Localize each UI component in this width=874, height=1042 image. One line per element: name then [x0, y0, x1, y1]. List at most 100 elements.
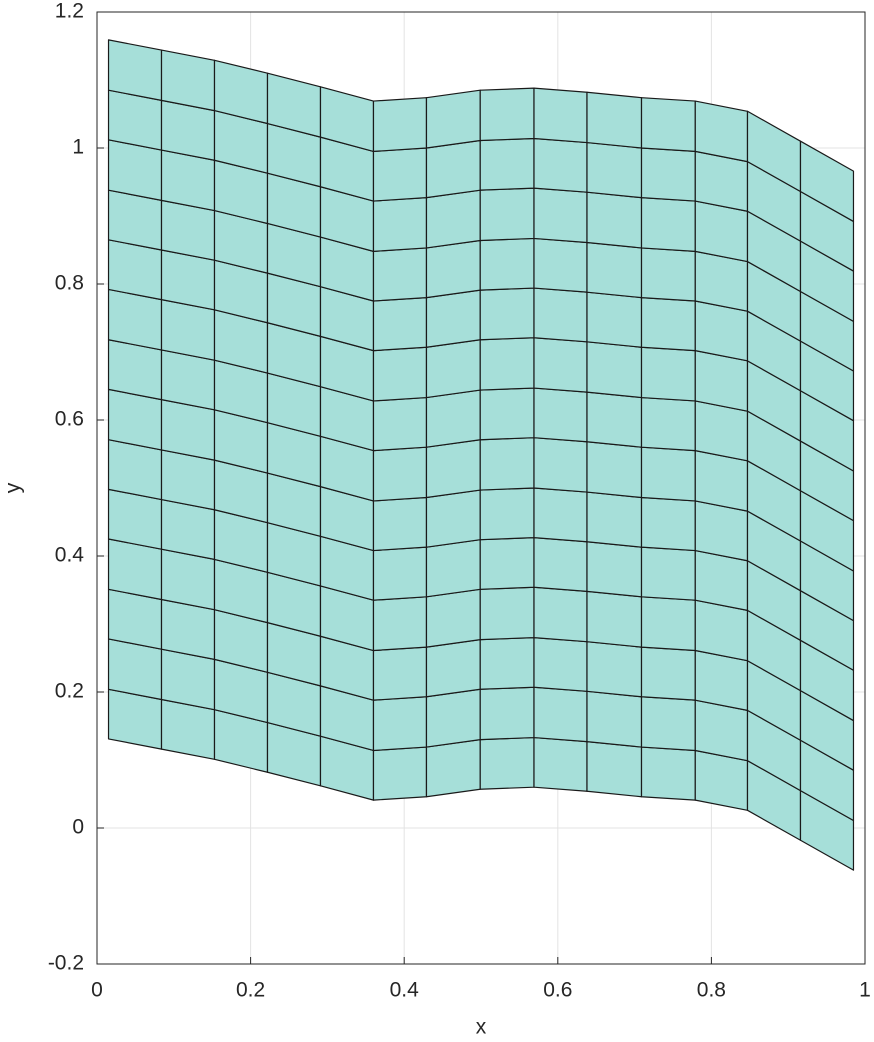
mesh-cell — [425, 738, 481, 798]
mesh-cell — [586, 191, 643, 249]
y-axis-label: y — [2, 482, 25, 493]
mesh-cell — [799, 140, 855, 223]
mesh-cell — [479, 287, 535, 341]
mesh-cell — [372, 247, 428, 302]
mesh-cell — [425, 639, 481, 698]
mesh-cell — [160, 49, 216, 112]
mesh-cell — [640, 147, 696, 202]
mesh-cell — [425, 339, 481, 399]
y-tick-label: 0 — [72, 816, 84, 839]
x-tick-label: 0 — [91, 979, 103, 1002]
mesh-cell — [586, 91, 643, 149]
mesh-cell — [586, 741, 643, 798]
mesh-cell — [586, 391, 643, 448]
mesh-cell — [425, 239, 481, 299]
mesh-cell — [586, 541, 643, 598]
mesh-cell — [479, 237, 535, 291]
mesh-cell — [586, 291, 643, 348]
y-tick-label: 1 — [72, 136, 84, 159]
mesh-cell — [640, 297, 696, 352]
mesh-cell — [640, 97, 696, 152]
mesh-cell — [533, 137, 588, 193]
mesh-cell — [640, 346, 696, 402]
mesh-cell — [640, 596, 696, 652]
mesh-cell — [425, 289, 481, 348]
mesh-cell — [586, 241, 643, 299]
mesh-cell — [479, 337, 535, 391]
y-tick-label: -0.2 — [48, 952, 84, 975]
mesh-cell — [107, 39, 163, 102]
mesh-cell — [586, 341, 643, 399]
x-tick-label: 0.8 — [697, 979, 726, 1002]
mesh-cell — [372, 197, 428, 252]
mesh-cell — [533, 487, 588, 543]
mesh-cell — [533, 586, 588, 643]
y-tick-label: 0.8 — [55, 272, 84, 295]
x-tick-label: 0.6 — [543, 979, 572, 1002]
mesh-cell — [586, 590, 643, 648]
mesh-cell — [533, 636, 588, 692]
mesh-cell — [640, 396, 696, 452]
plot-frame — [96, 11, 866, 965]
mesh-cell — [372, 97, 428, 152]
mesh-cell — [479, 537, 535, 590]
mesh-cell — [694, 100, 749, 163]
mesh-cell — [586, 491, 643, 548]
mesh-cell — [640, 746, 696, 801]
mesh-cell — [640, 496, 696, 552]
mesh-cell — [372, 646, 428, 701]
mesh-cell — [533, 437, 588, 493]
mesh-cell — [372, 596, 428, 652]
mesh-cell — [479, 137, 535, 191]
x-tick-label: 0.4 — [390, 979, 420, 1002]
mesh-cell — [372, 396, 428, 452]
mesh-cell — [533, 736, 588, 792]
mesh-cell — [425, 139, 481, 199]
mesh-cell — [479, 487, 535, 541]
mesh-cell — [586, 441, 643, 499]
y-tick-label: 0.4 — [55, 544, 85, 567]
mesh-cell — [533, 337, 588, 393]
mesh-cell — [372, 147, 428, 202]
mesh-cell — [533, 537, 588, 592]
mesh-cell — [479, 187, 535, 242]
x-axis-label: x — [476, 1016, 487, 1039]
mesh-cell — [479, 736, 535, 790]
mesh-cell — [640, 546, 696, 601]
y-tick-label: 0.2 — [55, 680, 84, 703]
mesh-cell — [533, 287, 588, 343]
mesh-cell — [533, 686, 588, 743]
mesh-cell — [640, 446, 696, 502]
mesh-cell — [372, 546, 428, 601]
mesh-cell — [533, 87, 588, 144]
mesh-cell — [425, 588, 481, 648]
mesh-cell — [640, 197, 696, 252]
mesh-cell — [640, 646, 696, 701]
mesh-cell — [586, 690, 643, 748]
x-tick-label: 1 — [859, 979, 871, 1002]
mesh-cell — [479, 586, 535, 641]
mesh-cell — [425, 688, 481, 748]
mesh-cell — [479, 636, 535, 690]
mesh-cell — [372, 446, 428, 502]
mesh-cell — [425, 89, 481, 149]
mesh-cell — [533, 187, 588, 244]
mesh-cell — [479, 387, 535, 441]
mesh-cell — [479, 437, 535, 491]
mesh-cell — [425, 489, 481, 548]
mesh-cell — [533, 387, 588, 443]
mesh-cell — [372, 346, 428, 402]
mesh-cell — [479, 686, 535, 741]
mesh-cell — [425, 389, 481, 448]
mesh-cell — [372, 696, 428, 752]
mesh-cell — [640, 247, 696, 302]
mesh-cell — [479, 87, 535, 142]
y-tick-label: 1.2 — [55, 0, 84, 23]
x-tick-label: 0.2 — [236, 979, 265, 1002]
mesh-cell — [425, 189, 481, 249]
mesh-cell — [372, 297, 428, 352]
mesh-cell — [533, 237, 588, 293]
mesh-cell — [586, 141, 643, 199]
